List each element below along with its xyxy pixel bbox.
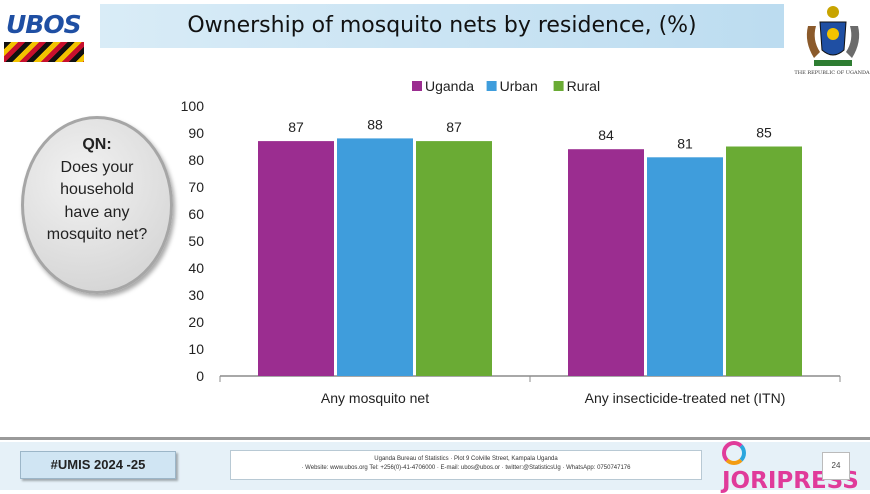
y-tick-label: 20 [188, 314, 204, 330]
legend-label: Urban [500, 78, 538, 94]
bar-rural [726, 146, 802, 376]
ubos-logo-stripes [4, 42, 84, 62]
category-label: Any insecticide-treated net (ITN) [585, 390, 786, 406]
data-label: 84 [598, 127, 614, 143]
legend-swatch-rural [553, 81, 564, 91]
category-label: Any mosquito net [321, 390, 429, 406]
ubos-logo-text: UBOS [6, 10, 82, 39]
question-label: QN: [82, 136, 112, 153]
data-label: 85 [756, 125, 772, 141]
ubos-logo: UBOS [4, 2, 84, 66]
y-tick-label: 70 [188, 179, 204, 195]
y-tick-label: 50 [188, 233, 204, 249]
question-bubble: QN: Does your household have any mosquit… [21, 116, 173, 294]
bar-urban [337, 138, 413, 376]
bar-urban [647, 157, 723, 376]
footer-divider [0, 437, 870, 440]
y-tick-label: 10 [188, 341, 204, 357]
page-number: 24 [822, 452, 850, 480]
y-tick-label: 30 [188, 287, 204, 303]
joripress-ring-icon [722, 441, 746, 465]
y-tick-label: 60 [188, 206, 204, 222]
address-text: Uganda Bureau of Statistics · Plot 9 Col… [374, 456, 558, 462]
title-bar: Ownership of mosquito nets by residence,… [100, 4, 784, 48]
y-tick-label: 0 [196, 368, 204, 384]
y-tick-label: 90 [188, 125, 204, 141]
coat-of-arms-icon [806, 6, 860, 66]
page-title: Ownership of mosquito nets by residence,… [187, 13, 697, 38]
legend-swatch-uganda [412, 81, 422, 91]
y-tick-label: 40 [188, 260, 204, 276]
legend-label: Rural [567, 78, 600, 94]
data-label: 87 [288, 119, 304, 135]
contacts-text: · Website: www.ubos.org Tel: +256(0)-41-… [301, 465, 631, 471]
hashtag-badge: #UMIS 2024 -25 [20, 451, 176, 479]
bar-chart: 0 10 20 30 40 50 60 70 80 90 100 87 88 87 Any mosquito… [181, 78, 841, 406]
bar-uganda [258, 141, 334, 376]
contact-info: Uganda Bureau of Statistics · Plot 9 Col… [230, 450, 702, 480]
legend-swatch-urban [486, 81, 497, 91]
question-text: Does your household have any mosquito ne… [46, 158, 148, 244]
y-tick-label: 80 [188, 152, 204, 168]
bar-rural [416, 141, 492, 376]
crest-caption: THE REPUBLIC OF UGANDA [794, 70, 870, 76]
bar-uganda [568, 149, 644, 376]
legend-label: Uganda [425, 78, 474, 94]
data-label: 88 [367, 116, 383, 132]
y-tick-label: 100 [181, 98, 205, 114]
data-label: 81 [677, 135, 693, 151]
data-label: 87 [446, 119, 462, 135]
